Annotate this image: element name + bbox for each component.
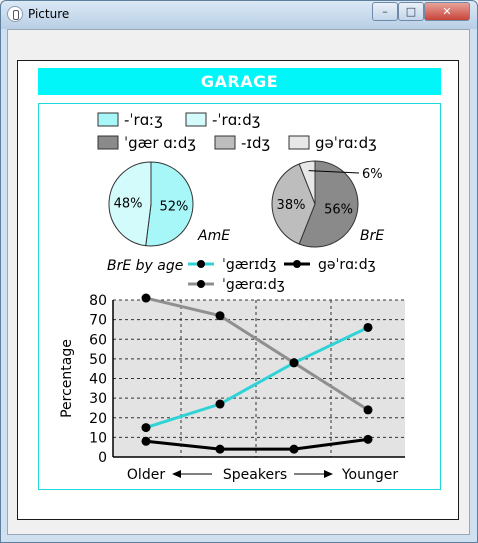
garage-banner: GARAGE xyxy=(38,68,441,95)
title-bar[interactable]: Picture – □ ✕ xyxy=(1,1,477,29)
figure-frame xyxy=(38,103,441,490)
window-title: Picture xyxy=(28,7,70,21)
maximize-button[interactable]: □ xyxy=(398,2,424,21)
close-button[interactable]: ✕ xyxy=(424,2,470,21)
app-icon xyxy=(7,6,23,22)
minimize-button[interactable]: – xyxy=(372,2,398,21)
